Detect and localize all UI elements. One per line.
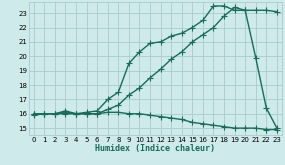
X-axis label: Humidex (Indice chaleur): Humidex (Indice chaleur): [95, 144, 215, 153]
